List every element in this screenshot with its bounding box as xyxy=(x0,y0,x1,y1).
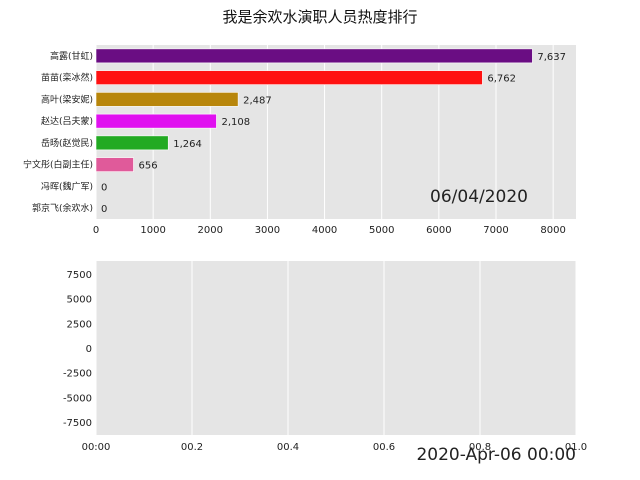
line-y-tick-label: 7500 xyxy=(67,270,92,281)
line-x-tick-label: 00.8 xyxy=(469,442,491,453)
line-chart-background xyxy=(96,261,576,435)
bar-x-tick-label: 7000 xyxy=(483,225,508,236)
bar-x-tick-label: 2000 xyxy=(198,225,223,236)
bar xyxy=(95,48,533,64)
bar-value-label: 6,762 xyxy=(487,74,516,85)
bar-category-label: 郭京飞(余欢水) xyxy=(32,202,93,214)
bar xyxy=(95,70,483,85)
bar xyxy=(95,157,134,172)
bar-category-label: 岳旸(赵觉民) xyxy=(41,137,93,149)
bar-x-tick-label: 6000 xyxy=(426,225,451,236)
line-x-tick-label: 00.6 xyxy=(373,442,395,453)
bar-value-label: 656 xyxy=(138,161,157,172)
bar-x-tick-label: 8000 xyxy=(540,225,565,236)
chart-title: 我是余欢水演职人员热度排行 xyxy=(222,8,418,26)
line-chart-date-annotation: 2020-Apr-06 00:00 xyxy=(416,445,576,465)
line-x-tick-label: 01.0 xyxy=(565,442,587,453)
line-y-tick-label: 2500 xyxy=(67,319,92,330)
bar-value-label: 2,487 xyxy=(243,95,272,106)
line-y-tick-label: -2500 xyxy=(63,369,92,380)
line-chart-x-axis: 00:00 00.2 00.4 00.6 00.8 01.0 xyxy=(82,442,588,453)
bar-x-tick-label: 5000 xyxy=(369,225,394,236)
line-y-tick-label: -5000 xyxy=(63,393,92,404)
bar-x-tick-label: 1000 xyxy=(140,225,165,236)
bar-category-label: 宁文彤(白副主任) xyxy=(23,159,93,171)
line-y-tick-label: 0 xyxy=(86,344,92,355)
bar-chart-x-axis: 0 1000 2000 3000 4000 5000 6000 7000 8000 xyxy=(93,225,566,236)
bar-category-label: 高叶(梁安妮) xyxy=(41,93,93,105)
bar-value-label: 7,637 xyxy=(537,52,566,63)
bar-category-label: 苗苗(栾冰然) xyxy=(41,72,93,84)
bar-chart-y-axis: 高露(甘虹) 苗苗(栾冰然) 高叶(梁安妮) 赵达(吕夫蒙) 岳旸(赵觉民) 宁文彤(白副… xyxy=(23,50,93,214)
line-x-tick-label: 00.4 xyxy=(277,442,299,453)
line-x-tick-label: 00.2 xyxy=(181,442,203,453)
bar-value-label: 1,264 xyxy=(173,139,202,150)
bar-chart-date-annotation: 06/04/2020 xyxy=(430,187,528,207)
line-chart-gridlines xyxy=(95,261,577,435)
line-y-tick-label: -7500 xyxy=(63,418,92,429)
bar-value-label: 2,108 xyxy=(221,117,250,128)
bar-category-label: 冯晖(魏广军) xyxy=(41,180,93,192)
line-y-tick-label: 5000 xyxy=(67,295,92,306)
bar-x-tick-label: 4000 xyxy=(312,225,337,236)
bar-x-tick-label: 0 xyxy=(93,225,99,236)
bar xyxy=(95,92,239,107)
line-chart-y-axis: 7500 5000 2500 0 -2500 -5000 -7500 xyxy=(63,270,92,429)
bar-x-tick-label: 3000 xyxy=(255,225,280,236)
bar xyxy=(95,135,169,151)
bar-category-label: 高露(甘虹) xyxy=(50,50,93,62)
bar-value-label: 0 xyxy=(101,204,107,215)
bar-chart-bars: 7,637 6,762 2,487 2,108 1,264 656 0 0 xyxy=(95,48,566,215)
bar-category-label: 赵达(吕夫蒙) xyxy=(41,115,93,127)
bar xyxy=(95,113,217,129)
line-x-tick-label: 00:00 xyxy=(82,442,111,453)
bar-value-label: 0 xyxy=(101,182,107,193)
